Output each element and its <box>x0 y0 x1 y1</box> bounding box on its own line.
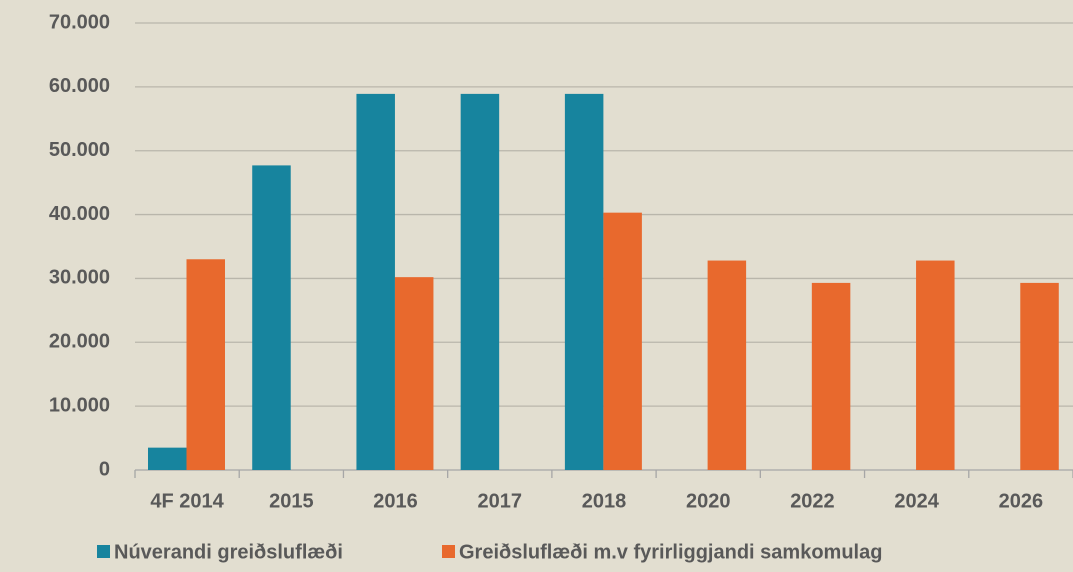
bar <box>252 165 291 470</box>
y-tick-label: 30.000 <box>49 267 110 289</box>
bar <box>916 260 955 470</box>
legend-swatch <box>442 545 455 558</box>
bar <box>186 259 225 470</box>
bar <box>564 93 604 470</box>
bar <box>394 277 434 470</box>
y-tick-label: 70.000 <box>49 11 110 33</box>
bar <box>603 212 642 471</box>
legend-label: Greiðsluflæði m.v fyrirliggjandi samkomu… <box>459 541 882 563</box>
x-tick-label: 2026 <box>999 490 1044 512</box>
bar <box>811 282 851 470</box>
bar <box>1020 282 1059 470</box>
x-tick-label: 2018 <box>582 490 627 512</box>
x-tick-label: 4F 2014 <box>150 490 224 512</box>
y-tick-label: 50.000 <box>49 139 110 161</box>
legend-label: Núverandi greiðsluflæði <box>114 541 343 563</box>
x-tick-label: 2016 <box>373 490 418 512</box>
x-tick-label: 2024 <box>894 490 939 512</box>
x-tick-label: 2015 <box>269 490 314 512</box>
x-tick-label: 2020 <box>686 490 731 512</box>
legend-swatch <box>97 545 110 558</box>
x-tick-label: 2017 <box>478 490 523 512</box>
y-tick-label: 60.000 <box>49 75 110 97</box>
y-tick-label: 0 <box>99 458 110 480</box>
bar <box>148 447 187 470</box>
y-tick-label: 40.000 <box>49 203 110 225</box>
y-tick-label: 20.000 <box>49 331 110 353</box>
y-tick-label: 10.000 <box>49 394 110 416</box>
bar <box>356 93 395 470</box>
bar <box>707 260 747 470</box>
x-tick-label: 2022 <box>790 490 835 512</box>
bar <box>460 93 500 470</box>
